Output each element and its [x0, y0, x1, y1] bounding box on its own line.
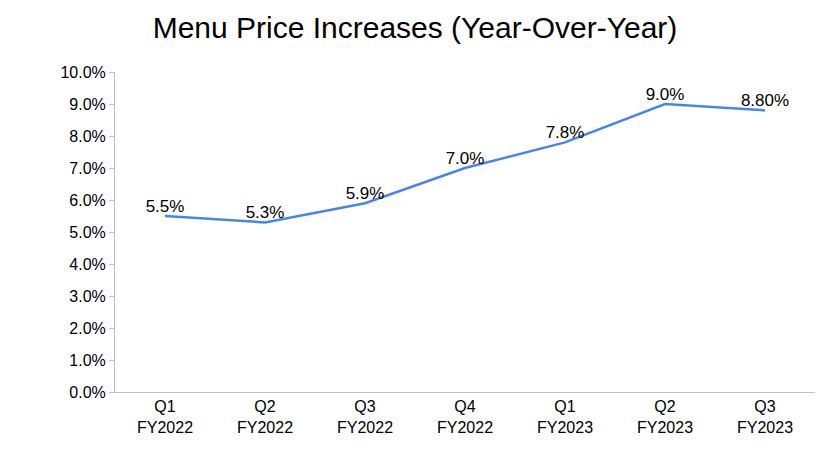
svg-text:8.80%: 8.80% [741, 91, 789, 110]
svg-text:Q1FY2022: Q1FY2022 [137, 398, 193, 436]
svg-text:Q3FY2022: Q3FY2022 [337, 398, 393, 436]
svg-text:3.0%: 3.0% [69, 288, 105, 305]
svg-text:9.0%: 9.0% [646, 85, 685, 104]
svg-text:4.0%: 4.0% [69, 256, 105, 273]
svg-text:Q1FY2023: Q1FY2023 [537, 398, 593, 436]
svg-text:9.0%: 9.0% [69, 96, 105, 113]
svg-text:Menu Price Increases (Year-Ove: Menu Price Increases (Year-Over-Year) [153, 11, 678, 44]
svg-text:6.0%: 6.0% [69, 192, 105, 209]
svg-text:1.0%: 1.0% [69, 352, 105, 369]
svg-text:2.0%: 2.0% [69, 320, 105, 337]
svg-text:7.0%: 7.0% [446, 149, 485, 168]
svg-text:Q3FY2023: Q3FY2023 [737, 398, 793, 436]
svg-text:Q2FY2023: Q2FY2023 [637, 398, 693, 436]
svg-text:5.5%: 5.5% [146, 197, 185, 216]
svg-text:5.3%: 5.3% [246, 203, 285, 222]
svg-text:7.8%: 7.8% [546, 123, 585, 142]
svg-text:7.0%: 7.0% [69, 160, 105, 177]
svg-text:8.0%: 8.0% [69, 128, 105, 145]
svg-text:5.9%: 5.9% [346, 184, 385, 203]
svg-text:Q4FY2022: Q4FY2022 [437, 398, 493, 436]
svg-text:Q2FY2022: Q2FY2022 [237, 398, 293, 436]
svg-text:5.0%: 5.0% [69, 224, 105, 241]
svg-text:0.0%: 0.0% [69, 384, 105, 401]
svg-text:10.0%: 10.0% [60, 64, 105, 81]
